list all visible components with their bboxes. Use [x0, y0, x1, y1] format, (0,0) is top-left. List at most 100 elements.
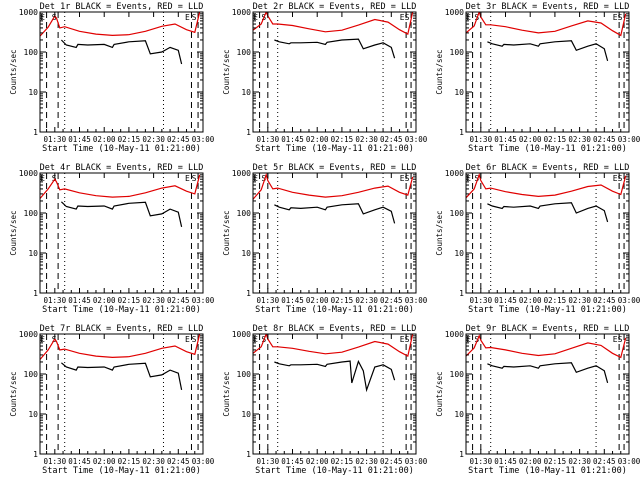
x-tick-label: 01:30 — [257, 296, 280, 305]
x-tick-label: 02:45 — [593, 457, 616, 466]
flag-label: E — [400, 13, 405, 22]
flag-label: E — [400, 335, 405, 344]
flag-label: E — [613, 335, 618, 344]
y-tick-label: 100 — [237, 48, 252, 57]
x-tick-label: 01:30 — [257, 135, 280, 144]
flag-label: S — [474, 174, 479, 183]
flag-label: E — [466, 13, 471, 22]
x-tick-label: 02:30 — [355, 296, 378, 305]
y-tick-label: 1000 — [19, 330, 38, 339]
y-tick-label: 100 — [450, 209, 465, 218]
x-tick-label: 01:45 — [68, 135, 91, 144]
flag-label: E — [253, 174, 258, 183]
x-axis-label: Start Time (10-May-11 01:21:00) — [42, 144, 201, 154]
lld-series-line — [466, 12, 627, 37]
y-tick-label: 1000 — [232, 8, 251, 17]
panel-title: Det 7r BLACK = Events, RED = LLD — [40, 324, 204, 334]
x-tick-label: 02:15 — [331, 296, 354, 305]
plot-frame — [39, 333, 204, 455]
flag-label: E — [613, 174, 618, 183]
x-axis-label: Start Time (10-May-11 01:21:00) — [255, 144, 414, 154]
x-tick-label: 02:00 — [306, 457, 329, 466]
y-tick-label: 1000 — [445, 169, 464, 178]
x-tick-label: 01:30 — [44, 135, 67, 144]
y-tick-label: 1000 — [19, 169, 38, 178]
panel-title: Det 3r BLACK = Events, RED = LLD — [466, 2, 630, 12]
lld-series-line — [253, 173, 414, 200]
y-tick-label: 10 — [454, 249, 464, 258]
x-tick-label: 02:45 — [167, 135, 190, 144]
panel-title: Det 4r BLACK = Events, RED = LLD — [40, 163, 204, 173]
x-tick-label: 02:30 — [142, 296, 165, 305]
panel-title: Det 6r BLACK = Events, RED = LLD — [466, 163, 630, 173]
flag-label: E — [185, 174, 190, 183]
y-tick-label: 1 — [459, 128, 464, 137]
y-tick-label: 10 — [28, 410, 38, 419]
flag-label: E — [253, 335, 258, 344]
flag-label: S — [618, 13, 623, 22]
events-series-line — [274, 203, 396, 224]
lld-series-line — [40, 12, 201, 37]
x-tick-label: 01:45 — [281, 457, 304, 466]
y-tick-label: 10 — [28, 88, 38, 97]
panel-title: Det 9r BLACK = Events, RED = LLD — [466, 324, 630, 334]
y-tick-label: 10 — [241, 410, 251, 419]
y-tick-label: 10 — [241, 249, 251, 258]
x-tick-label: 03:00 — [405, 135, 428, 144]
events-series-line — [487, 362, 609, 384]
y-tick-label: 10 — [454, 410, 464, 419]
events-series-line — [487, 202, 609, 223]
plot-frame — [252, 172, 417, 294]
lld-series-line — [40, 174, 201, 199]
panel-title: Det 1r BLACK = Events, RED = LLD — [40, 2, 204, 12]
y-tick-label: 10 — [454, 88, 464, 97]
x-tick-label: 02:15 — [544, 135, 567, 144]
x-axis-label: Start Time (10-May-11 01:21:00) — [42, 466, 201, 476]
y-tick-label: 1 — [33, 450, 38, 459]
y-tick-label: 1000 — [19, 8, 38, 17]
y-axis-label: Counts/sec — [9, 210, 18, 255]
y-tick-label: 100 — [450, 48, 465, 57]
y-tick-label: 1 — [459, 289, 464, 298]
x-tick-label: 02:30 — [142, 135, 165, 144]
events-series-line — [61, 362, 183, 391]
x-tick-label: 02:00 — [519, 457, 542, 466]
panel-title: Det 2r BLACK = Events, RED = LLD — [253, 2, 417, 12]
y-tick-label: 100 — [237, 209, 252, 218]
x-tick-label: 02:45 — [167, 296, 190, 305]
panel-title: Det 5r BLACK = Events, RED = LLD — [253, 163, 417, 173]
flag-label: S — [192, 174, 197, 183]
y-tick-label: 1000 — [445, 8, 464, 17]
y-axis-label: Counts/sec — [222, 49, 231, 94]
x-tick-label: 01:30 — [470, 296, 493, 305]
y-tick-label: 10 — [241, 88, 251, 97]
y-tick-label: 1 — [246, 450, 251, 459]
x-tick-label: 02:00 — [306, 135, 329, 144]
flag-label: E — [185, 335, 190, 344]
plot-frame — [252, 333, 417, 455]
x-tick-label: 01:45 — [494, 135, 517, 144]
y-tick-label: 100 — [24, 48, 39, 57]
y-tick-label: 1000 — [232, 169, 251, 178]
x-axis-label: Start Time (10-May-11 01:21:00) — [468, 144, 627, 154]
y-tick-label: 1 — [459, 450, 464, 459]
x-tick-label: 02:15 — [544, 296, 567, 305]
x-tick-label: 02:00 — [93, 135, 116, 144]
x-tick-label: 02:15 — [331, 135, 354, 144]
x-tick-label: 01:45 — [281, 135, 304, 144]
lld-series-line — [466, 173, 627, 199]
x-tick-label: 02:30 — [568, 457, 591, 466]
flag-label: S — [618, 174, 623, 183]
lld-series-line — [253, 334, 414, 357]
x-tick-label: 03:00 — [618, 296, 640, 305]
y-tick-label: 1000 — [445, 330, 464, 339]
x-tick-label: 02:15 — [331, 457, 354, 466]
x-tick-label: 02:15 — [118, 296, 141, 305]
x-tick-label: 02:45 — [380, 457, 403, 466]
